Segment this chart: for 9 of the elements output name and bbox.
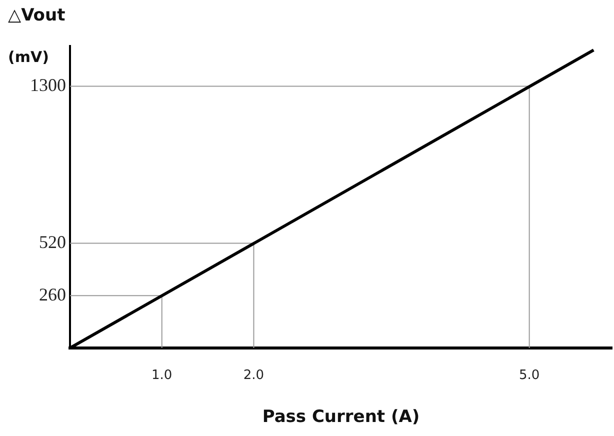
- text: (mV): [8, 48, 49, 66]
- x-tick-label: 2.0: [243, 368, 264, 384]
- x-tick-label: 1.0: [152, 368, 172, 384]
- x-tick-label: 5.0: [518, 368, 540, 384]
- y-tick-label: 260: [39, 284, 66, 304]
- x-axis-title: Pass Current (A): [262, 407, 420, 428]
- y-axis-title: △Vout: [8, 5, 66, 26]
- y-tick-label: 1300: [30, 75, 66, 95]
- y-tick-label: 520: [39, 232, 66, 252]
